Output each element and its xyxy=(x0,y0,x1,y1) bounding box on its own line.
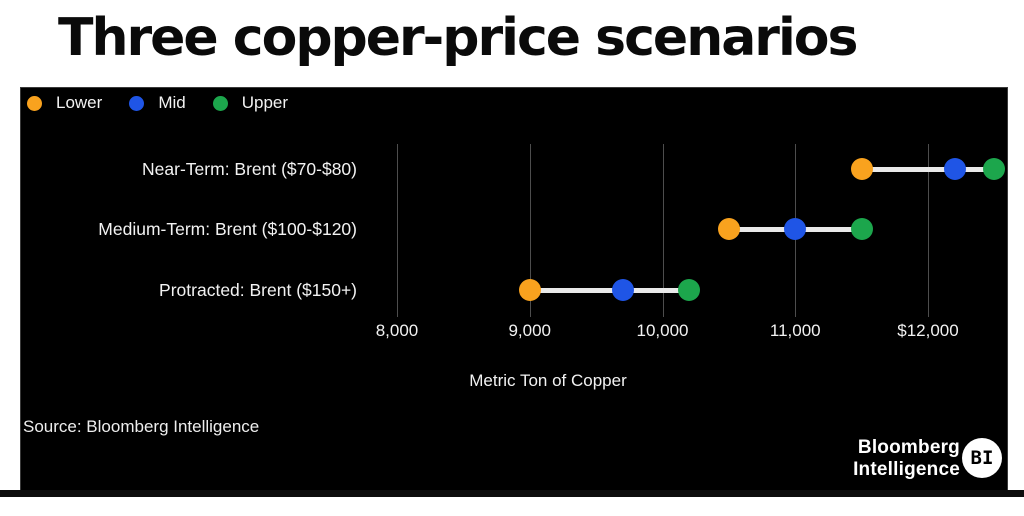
x-tick-label: 11,000 xyxy=(769,321,821,340)
x-tick-label: 9,000 xyxy=(508,321,552,340)
legend-label: Upper xyxy=(241,93,289,112)
category-label: Medium-Term: Brent ($100-$120) xyxy=(98,219,357,239)
chart-legend: Lower Mid Upper xyxy=(27,93,288,113)
chart-panel: Lower Mid Upper 8,000 9,000 10,000 11,000 $12,… xyxy=(20,87,1008,491)
legend-item-mid: Mid xyxy=(129,93,186,113)
gridline-9000 xyxy=(529,144,531,317)
range-connector xyxy=(529,287,690,293)
x-tick-label: 8,000 xyxy=(375,321,419,340)
range-connector xyxy=(861,166,995,172)
mid-legend-dot-icon xyxy=(129,95,145,111)
gridline-10000 xyxy=(662,144,664,317)
bloomberg-intelligence-wordmark: Bloomberg Intelligence xyxy=(853,437,960,481)
legend-item-lower: Lower xyxy=(27,93,102,113)
x-tick-label: $12,000 xyxy=(897,321,959,340)
legend-label: Lower xyxy=(56,93,103,112)
x-tick-label: 10,000 xyxy=(636,321,689,340)
category-label: Near-Term: Brent ($70-$80) xyxy=(142,159,357,179)
gridline-8000 xyxy=(397,144,398,317)
logo-line-1: Bloomberg xyxy=(857,437,960,458)
gridline-12000 xyxy=(928,144,929,317)
source-note: Source: Bloomberg Intelligence xyxy=(23,417,260,436)
bottom-divider-bar xyxy=(0,490,1024,497)
plot-area: 8,000 9,000 10,000 11,000 $12,000 Near-Term: … xyxy=(21,88,1009,492)
legend-label: Mid xyxy=(158,93,186,112)
legend-item-upper: Upper xyxy=(212,93,289,113)
logo-line-2: Intelligence xyxy=(853,459,960,480)
lower-data-point xyxy=(518,279,541,301)
mid-data-point xyxy=(784,218,807,240)
mid-data-point xyxy=(943,158,966,180)
lower-data-point xyxy=(850,158,873,180)
page-title: Three copper-price scenarios xyxy=(58,8,858,68)
upper-data-point xyxy=(678,279,701,301)
upper-data-point xyxy=(983,158,1006,180)
x-axis-title: Metric Ton of Copper xyxy=(469,371,627,390)
upper-data-point xyxy=(850,218,873,240)
mid-data-point xyxy=(611,279,634,301)
upper-legend-dot-icon xyxy=(212,95,228,111)
bi-circle-logo: BI xyxy=(962,438,1002,478)
lower-legend-dot-icon xyxy=(27,95,42,111)
lower-data-point xyxy=(717,218,740,240)
category-label: Protracted: Brent ($150+) xyxy=(159,280,357,300)
